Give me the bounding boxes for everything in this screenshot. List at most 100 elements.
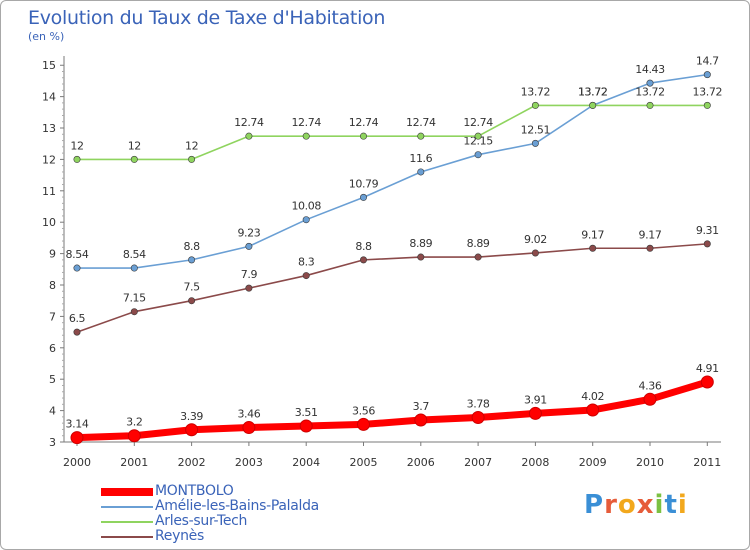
data-point-amelie-les-bains-palalda: [359, 193, 367, 201]
unit-label: (en %): [28, 30, 65, 43]
data-label-montbolo: 3.51: [295, 406, 318, 419]
data-point-amelie-les-bains-palalda: [245, 242, 253, 250]
data-label-reynes: 7.15: [123, 292, 146, 305]
data-label-reynes: 7.5: [183, 281, 200, 294]
data-label-arles-sur-tech: 12.74: [463, 116, 493, 129]
data-point-arles-sur-tech: [531, 101, 539, 109]
data-label-arles-sur-tech: 12.74: [349, 116, 379, 129]
data-label-montbolo: 4.36: [639, 379, 662, 392]
data-point-reynes: [359, 256, 367, 264]
y-tick-label: 6: [49, 342, 56, 355]
x-tick-label: 2010: [636, 456, 664, 469]
data-point-arles-sur-tech: [359, 132, 367, 140]
data-label-reynes: 9.17: [581, 228, 604, 241]
data-label-amelie-les-bains-palalda: 9.23: [237, 226, 260, 239]
y-tick-label: 7: [49, 310, 56, 323]
data-point-amelie-les-bains-palalda: [302, 216, 310, 224]
data-label-reynes: 8.8: [355, 240, 372, 253]
data-label-montbolo: 3.7: [413, 400, 430, 413]
data-label-amelie-les-bains-palalda: 10.08: [291, 200, 321, 213]
data-point-reynes: [474, 253, 482, 261]
data-label-montbolo: 3.91: [524, 393, 547, 406]
data-label-reynes: 8.3: [298, 256, 315, 269]
data-point-montbolo: [357, 417, 370, 431]
data-point-arles-sur-tech: [188, 155, 196, 163]
data-point-montbolo: [528, 406, 542, 420]
y-tick-label: 8: [49, 279, 56, 292]
data-point-reynes: [703, 240, 711, 248]
data-label-arles-sur-tech: 12: [185, 139, 198, 152]
data-point-arles-sur-tech: [245, 132, 253, 140]
series-line-reynes: [76, 243, 709, 333]
legend-label: Arles-sur-Tech: [155, 513, 248, 529]
chart-title: Evolution du Taux de Taxe d'Habitation: [28, 7, 386, 29]
data-point-montbolo: [414, 413, 428, 427]
data-point-reynes: [531, 249, 539, 257]
data-point-reynes: [417, 253, 425, 261]
data-label-arles-sur-tech: 13.72: [635, 85, 665, 98]
data-point-arles-sur-tech: [646, 101, 654, 109]
legend-label: MONTBOLO: [155, 483, 234, 499]
y-tick-label: 14: [42, 91, 56, 104]
legend-swatch: [101, 506, 153, 508]
x-tick-label: 2000: [63, 456, 91, 469]
data-point-montbolo: [127, 429, 141, 443]
data-point-reynes: [73, 328, 81, 336]
data-label-amelie-les-bains-palalda: 10.79: [349, 177, 379, 190]
data-label-reynes: 6.5: [69, 312, 86, 325]
legend-label: Amélie-les-Bains-Palalda: [155, 498, 319, 514]
series-line-arles-sur-tech: [76, 104, 709, 161]
data-point-montbolo: [70, 431, 84, 445]
x-tick-label: 2009: [579, 456, 607, 469]
data-label-arles-sur-tech: 12.74: [291, 116, 321, 129]
y-tick-label: 15: [42, 59, 56, 72]
proxiti-logo: Proxiti: [584, 490, 688, 520]
series-line-montbolo: [73, 378, 711, 442]
data-point-arles-sur-tech: [302, 132, 310, 140]
legend-swatch: [101, 521, 153, 523]
x-tick-label: 2006: [407, 456, 435, 469]
data-label-montbolo: 3.56: [352, 404, 375, 417]
data-point-amelie-les-bains-palalda: [474, 151, 482, 159]
legend-swatch: [101, 488, 153, 496]
data-point-montbolo: [242, 421, 256, 435]
x-tick-label: 2008: [521, 456, 549, 469]
x-tick-label: 2003: [235, 456, 263, 469]
data-label-arles-sur-tech: 12.74: [234, 116, 264, 129]
data-point-arles-sur-tech: [73, 155, 81, 163]
data-point-amelie-les-bains-palalda: [130, 264, 138, 272]
x-tick-label: 2005: [350, 456, 378, 469]
data-label-montbolo: 3.2: [126, 416, 142, 429]
y-tick-label: 12: [42, 153, 56, 166]
y-tick-label: 3: [49, 436, 56, 449]
data-label-amelie-les-bains-palalda: 8.8: [183, 240, 200, 253]
data-point-montbolo: [299, 419, 313, 433]
data-point-amelie-les-bains-palalda: [646, 79, 654, 87]
data-point-amelie-les-bains-palalda: [417, 168, 425, 176]
y-tick-label: 11: [42, 185, 56, 198]
x-tick-label: 2002: [178, 456, 206, 469]
data-label-arles-sur-tech: 12: [128, 139, 141, 152]
y-tick-label: 9: [49, 248, 56, 261]
data-label-reynes: 8.89: [409, 237, 432, 250]
data-point-montbolo: [643, 392, 657, 406]
data-label-reynes: 9.17: [639, 228, 662, 241]
legend-label: Reynès: [155, 528, 204, 544]
data-label-arles-sur-tech: 12.74: [406, 116, 436, 129]
data-point-montbolo: [700, 375, 714, 389]
data-label-arles-sur-tech: 13.72: [578, 85, 608, 98]
data-label-amelie-les-bains-palalda: 11.6: [409, 152, 432, 165]
data-label-amelie-les-bains-palalda: 14.43: [635, 63, 665, 76]
data-label-montbolo: 3.39: [180, 410, 203, 423]
data-point-reynes: [130, 308, 138, 316]
data-point-amelie-les-bains-palalda: [188, 256, 196, 264]
data-point-amelie-les-bains-palalda: [703, 71, 711, 79]
series-line-amelie-les-bains-palalda: [76, 73, 709, 269]
x-tick-label: 2007: [464, 456, 492, 469]
legend-swatch: [101, 536, 153, 538]
y-tick-label: 5: [49, 373, 56, 386]
data-point-montbolo: [471, 411, 485, 425]
x-tick-label: 2001: [120, 456, 148, 469]
